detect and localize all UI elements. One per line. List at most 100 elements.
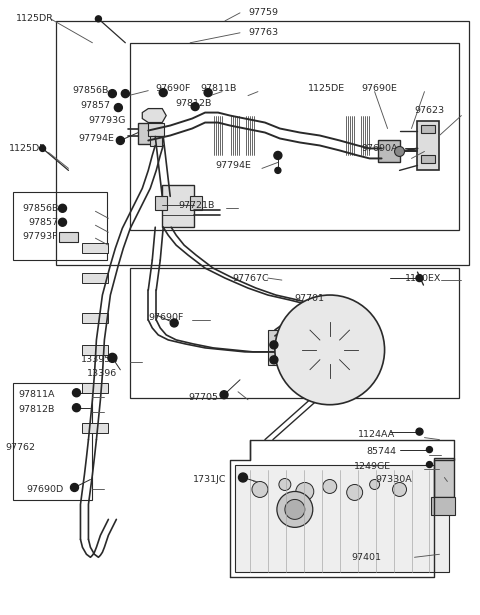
Circle shape: [370, 480, 380, 490]
Circle shape: [239, 473, 248, 482]
Circle shape: [270, 341, 278, 349]
Circle shape: [426, 461, 432, 467]
Circle shape: [39, 146, 46, 151]
Text: 97690D: 97690D: [26, 485, 64, 494]
Bar: [56, 21, 469, 265]
Text: 13395A: 13395A: [81, 355, 117, 364]
Bar: [12, 383, 93, 501]
Bar: [162, 185, 194, 227]
Bar: [378, 140, 399, 162]
Text: 97690A: 97690A: [361, 144, 398, 153]
Circle shape: [285, 499, 305, 520]
Circle shape: [416, 428, 423, 435]
Text: 97793G: 97793G: [88, 116, 126, 125]
Circle shape: [191, 103, 199, 111]
Text: 97811A: 97811A: [19, 391, 55, 399]
Bar: [150, 137, 162, 146]
Bar: [138, 122, 156, 145]
Circle shape: [204, 89, 212, 97]
Text: 97690E: 97690E: [361, 84, 397, 93]
Text: 1125DE: 1125DE: [308, 84, 345, 93]
Text: 1731JC: 1731JC: [193, 475, 227, 484]
Bar: [83, 423, 108, 432]
Text: 97690F: 97690F: [148, 314, 184, 322]
Text: 97763: 97763: [248, 28, 278, 38]
Circle shape: [96, 16, 101, 22]
Circle shape: [114, 103, 122, 111]
Text: 97701: 97701: [295, 293, 325, 303]
Circle shape: [426, 446, 432, 453]
Bar: [83, 383, 108, 393]
Circle shape: [71, 483, 78, 491]
Circle shape: [296, 483, 314, 501]
Text: 97857: 97857: [81, 101, 110, 110]
Bar: [421, 124, 435, 132]
Bar: [155, 196, 167, 210]
Text: 97721B: 97721B: [178, 200, 215, 210]
Text: 97812B: 97812B: [175, 99, 212, 108]
Text: 97793F: 97793F: [23, 232, 58, 240]
Bar: [130, 43, 459, 230]
Polygon shape: [142, 109, 166, 122]
Text: 97759: 97759: [248, 9, 278, 17]
Text: 13396: 13396: [86, 370, 117, 378]
Circle shape: [220, 391, 228, 399]
Text: 97623: 97623: [415, 106, 444, 115]
Circle shape: [72, 403, 81, 411]
Bar: [83, 345, 108, 355]
Bar: [83, 273, 108, 283]
Text: 1140EX: 1140EX: [405, 274, 441, 282]
Circle shape: [347, 485, 363, 501]
Text: 97856B: 97856B: [72, 86, 109, 95]
Circle shape: [121, 90, 129, 98]
Circle shape: [393, 483, 407, 496]
Circle shape: [274, 151, 282, 159]
Circle shape: [159, 89, 167, 97]
Text: 97330A: 97330A: [376, 475, 412, 484]
Bar: [59, 232, 78, 242]
Text: 1125DR: 1125DR: [16, 14, 54, 23]
Circle shape: [116, 137, 124, 145]
Circle shape: [72, 389, 81, 397]
Circle shape: [275, 167, 281, 173]
Bar: [421, 156, 435, 164]
Text: 97690F: 97690F: [155, 84, 191, 93]
Text: 1124AA: 1124AA: [358, 430, 395, 439]
Text: 97794E: 97794E: [78, 134, 114, 143]
Circle shape: [108, 90, 116, 98]
Text: 97857: 97857: [29, 218, 59, 227]
Text: 97794E: 97794E: [215, 161, 251, 170]
Bar: [83, 243, 108, 253]
Circle shape: [395, 146, 405, 156]
Bar: [12, 192, 108, 260]
Circle shape: [108, 354, 117, 362]
Text: 1125DR: 1125DR: [9, 144, 47, 153]
Text: 97762: 97762: [6, 443, 36, 452]
Text: 97811B: 97811B: [200, 84, 237, 93]
Circle shape: [170, 319, 178, 327]
Text: 97856B: 97856B: [23, 204, 59, 213]
Bar: [130, 268, 459, 398]
Circle shape: [279, 478, 291, 491]
Text: 97705: 97705: [188, 393, 218, 402]
Circle shape: [323, 480, 336, 493]
Text: 85744: 85744: [367, 447, 396, 456]
Circle shape: [277, 491, 313, 527]
Text: 97767C: 97767C: [232, 274, 269, 282]
Bar: [418, 121, 439, 170]
Circle shape: [59, 204, 67, 212]
Bar: [268, 330, 280, 365]
Bar: [434, 458, 455, 498]
Text: 97401: 97401: [352, 553, 382, 561]
Bar: [235, 464, 449, 572]
Circle shape: [270, 356, 278, 364]
Circle shape: [59, 218, 67, 226]
Text: 1249GE: 1249GE: [354, 462, 391, 471]
Bar: [83, 313, 108, 323]
Bar: [432, 498, 456, 515]
Circle shape: [252, 482, 268, 498]
Circle shape: [416, 274, 423, 282]
Circle shape: [302, 322, 358, 378]
Text: 97812B: 97812B: [19, 405, 55, 415]
Bar: [190, 196, 202, 210]
